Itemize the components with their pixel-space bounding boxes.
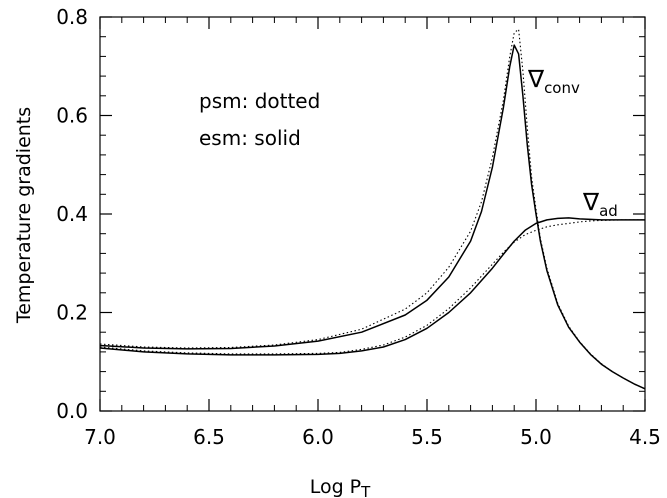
series-group (99, 28, 646, 390)
x-axis-label-subscript: T (360, 483, 371, 498)
y-tick-label: 0.4 (56, 202, 88, 226)
y-axis-label: Temperature gradients (13, 107, 35, 324)
ad-gradient-label: ∇ad (582, 188, 618, 220)
ad-subscript: ad (599, 202, 618, 220)
x-tick-label: 7.0 (84, 425, 116, 449)
y-tick-label: 0.0 (56, 399, 88, 423)
conv-psm-line (99, 28, 646, 390)
x-axis-label-main: Log P (310, 476, 361, 498)
nabla-ad-symbol: ∇ (582, 188, 600, 216)
nabla-conv-symbol: ∇ (527, 65, 545, 93)
conv-gradient-label: ∇conv (527, 65, 580, 97)
x-tick-label: 6.5 (193, 425, 225, 449)
legend-psm: psm: dotted (199, 89, 320, 113)
legend-esm: esm: solid (199, 126, 301, 150)
x-tick-label: 4.5 (629, 425, 661, 449)
plot-frame (99, 16, 646, 412)
y-tick-label: 0.2 (56, 301, 88, 325)
x-tick-label: 5.5 (411, 425, 443, 449)
x-tick-label: 6.0 (302, 425, 334, 449)
tick-labels-group: 7.0 6.5 6.0 5.5 5.0 4.5 0.0 0.2 0.4 0.6 0.8 (56, 5, 661, 449)
ad-psm-line (99, 219, 645, 355)
conv-esm-line (99, 44, 646, 390)
x-tick-label: 5.0 (520, 425, 552, 449)
y-tick-label: 0.8 (56, 5, 88, 29)
x-axis-label: Log PT (310, 476, 371, 498)
y-tick-label: 0.6 (56, 104, 88, 128)
conv-subscript: conv (544, 79, 580, 97)
ticks-group (99, 16, 646, 412)
ad-esm-line (99, 217, 645, 356)
